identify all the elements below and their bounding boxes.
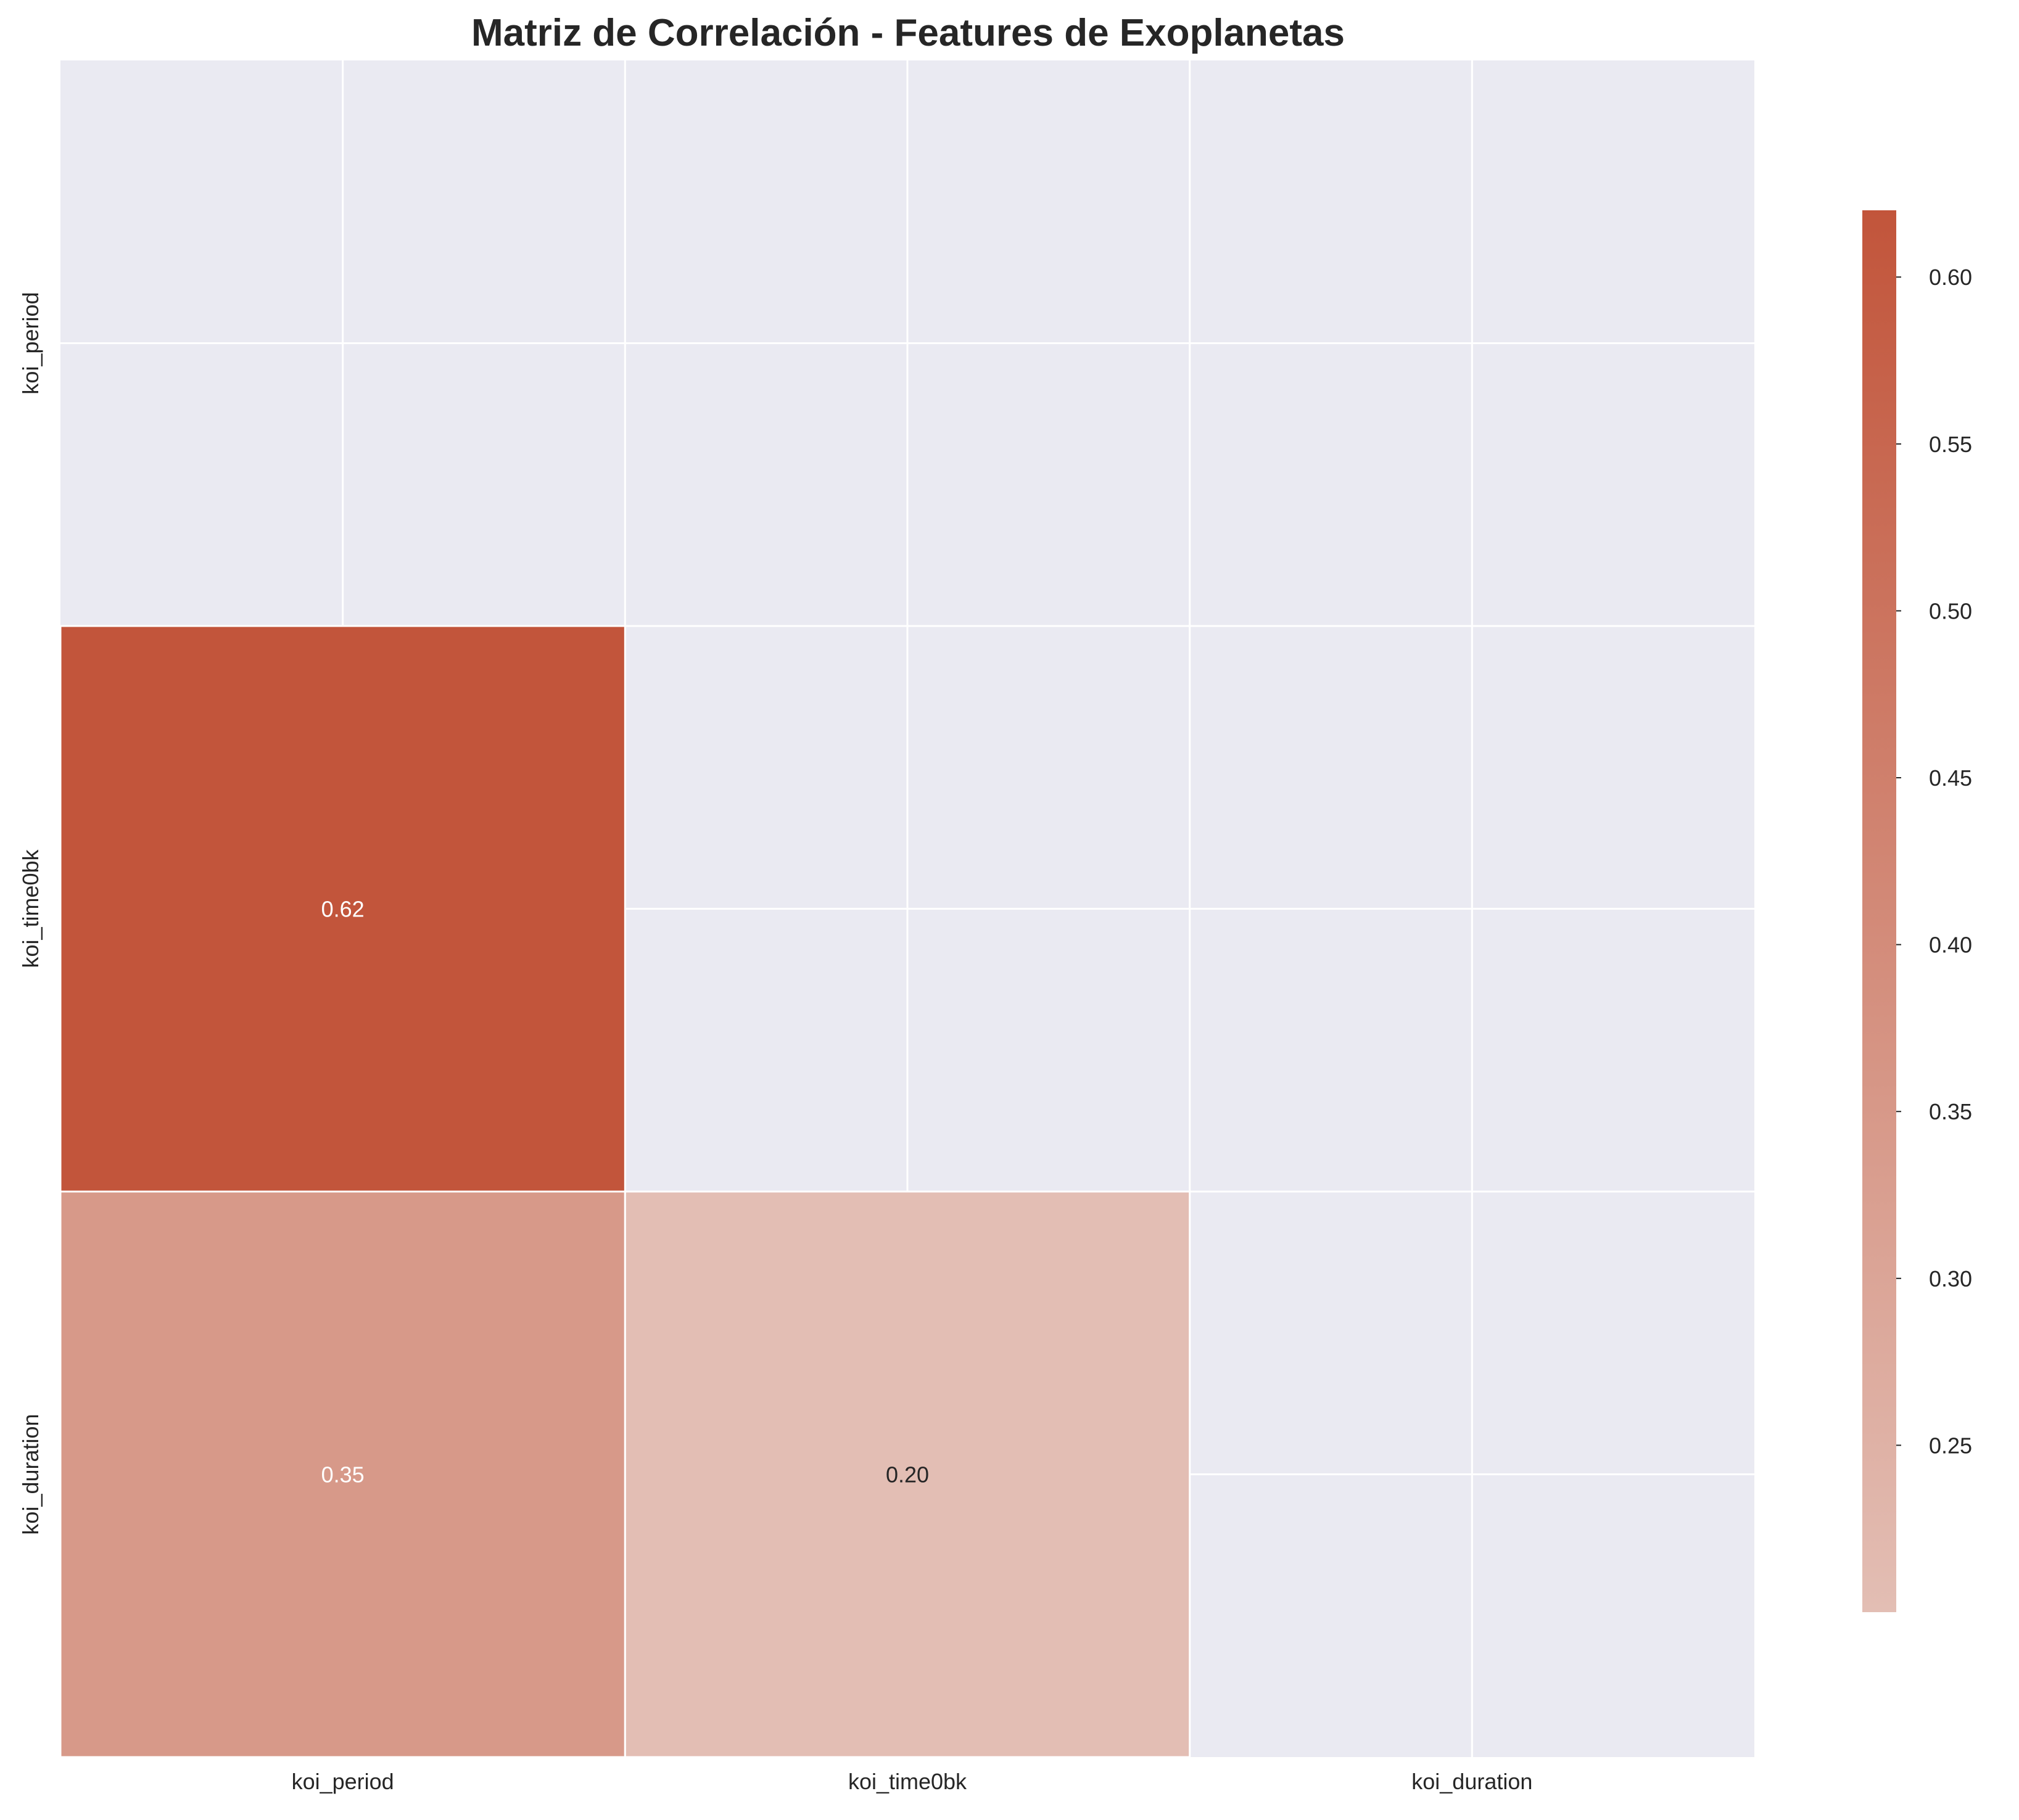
heatmap-cell-koi_duration-koi_period <box>59 1190 626 1758</box>
heatmap-cells <box>59 625 1191 1758</box>
heatmap-cell-labels: 0.62 0.35 0.20 <box>321 897 929 1488</box>
chart-title: Matriz de Correlación - Features de Exop… <box>471 12 1345 54</box>
colorbar-tick-label: 0.30 <box>1929 1266 1972 1291</box>
colorbar-tick-label: 0.40 <box>1929 933 1972 958</box>
y-tick-label-koi_duration: koi_duration <box>18 1414 43 1534</box>
colorbar-tick-label: 0.55 <box>1929 432 1972 457</box>
colorbar-tick-label: 0.50 <box>1929 598 1972 624</box>
colorbar-tick-label: 0.35 <box>1929 1099 1972 1124</box>
heatmap-cell-koi_time0bk-koi_period <box>59 625 626 1193</box>
colorbar-tick-label: 0.60 <box>1929 265 1972 290</box>
x-tick-label-koi_time0bk: koi_time0bk <box>848 1769 967 1794</box>
cell-value-koi_duration-koi_time0bk: 0.20 <box>886 1462 929 1488</box>
y-tick-label-koi_period: koi_period <box>18 292 43 394</box>
x-axis-tick-labels: koi_period koi_time0bk koi_duration <box>292 1769 1533 1794</box>
colorbar <box>1862 210 1896 1612</box>
x-tick-label-koi_duration: koi_duration <box>1411 1769 1532 1794</box>
y-axis-tick-labels: koi_period koi_time0bk koi_duration <box>18 292 43 1534</box>
colorbar-tick-label: 0.25 <box>1929 1433 1972 1458</box>
cell-value-koi_duration-koi_period: 0.35 <box>321 1462 365 1488</box>
colorbar-tick-label: 0.45 <box>1929 765 1972 791</box>
x-tick-label-koi_period: koi_period <box>292 1769 394 1794</box>
heatmap-cell-koi_duration-koi_time0bk <box>624 1190 1191 1758</box>
colorbar-tick-labels: 0.25 0.30 0.35 0.40 0.45 0.50 0.55 0.60 <box>1896 265 1972 1458</box>
y-tick-label-koi_time0bk: koi_time0bk <box>18 849 43 968</box>
cell-value-koi_time0bk-koi_period: 0.62 <box>321 897 365 922</box>
